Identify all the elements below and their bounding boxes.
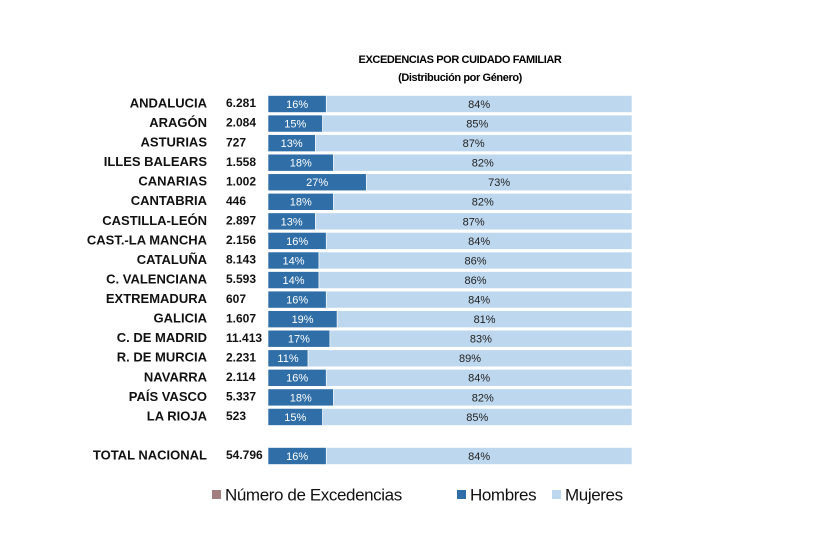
category-label: CAST.-LA MANCHA <box>87 232 208 247</box>
bar-value-label: 11% <box>277 353 298 365</box>
bar-segment <box>325 369 633 387</box>
bar-value-label: 16% <box>286 451 308 463</box>
bar-value-label: 73% <box>488 177 510 189</box>
bar-value-label: 14% <box>282 275 304 287</box>
legend-label: Número de Excedencias <box>225 485 402 504</box>
count-label: 2.231 <box>226 350 256 364</box>
count-label: 446 <box>226 194 246 208</box>
bar-value-label: 86% <box>464 255 486 267</box>
bar-segment <box>325 447 633 465</box>
category-label: ANDALUCIA <box>130 95 208 110</box>
chart-title: EXCEDENCIAS POR CUIDADO FAMILIAR <box>359 54 562 66</box>
bar-segment <box>315 134 633 152</box>
bar-value-label: 27% <box>306 177 328 189</box>
bar-value-label: 15% <box>284 412 306 424</box>
bar-segment <box>333 388 633 407</box>
bar-value-label: 89% <box>459 353 481 365</box>
count-label: 2.084 <box>226 116 256 130</box>
bar-value-label: 17% <box>288 334 310 346</box>
category-label: ARAGÓN <box>149 115 207 130</box>
category-label: NAVARRA <box>144 369 208 384</box>
bar-value-label: 83% <box>470 334 492 346</box>
category-label: CANARIAS <box>138 174 207 189</box>
count-label: 727 <box>226 135 246 149</box>
bar-value-label: 16% <box>286 99 308 111</box>
category-label: CANTABRIA <box>131 193 208 208</box>
category-label: ASTURIAS <box>141 135 208 150</box>
count-label: 1.002 <box>226 174 256 188</box>
chart-subtitle: (Distribución por Género) <box>398 72 523 84</box>
bar-segment <box>325 95 633 113</box>
bar-value-label: 14% <box>282 255 304 267</box>
category-label: CASTILLA-LEÓN <box>102 213 207 228</box>
bar-segment <box>365 173 633 192</box>
bar-segment <box>318 251 633 270</box>
bar-value-label: 84% <box>468 99 490 111</box>
bar-segment <box>325 232 633 250</box>
bar-value-label: 16% <box>286 373 308 385</box>
bar-value-label: 13% <box>281 216 303 228</box>
bar-value-label: 86% <box>464 275 486 287</box>
category-label: C. DE MADRID <box>117 330 207 345</box>
count-label: 523 <box>226 409 246 423</box>
bar-value-label: 16% <box>286 295 308 307</box>
category-label: GALICIA <box>154 311 208 326</box>
category-label: EXTREMADURA <box>106 291 208 306</box>
count-label: 54.796 <box>226 448 263 462</box>
bar-value-label: 84% <box>468 236 490 248</box>
category-label: C. VALENCIANA <box>106 271 207 286</box>
bar-value-label: 84% <box>468 451 490 463</box>
bar-value-label: 18% <box>290 392 312 404</box>
bar-value-label: 18% <box>290 197 312 209</box>
legend-label: Mujeres <box>565 485 623 504</box>
bar-value-label: 16% <box>286 236 308 248</box>
bar-segment <box>322 408 633 426</box>
bar-segment <box>325 290 633 309</box>
bar-segment <box>322 114 633 133</box>
bar-segment <box>333 153 633 172</box>
bar-value-label: 13% <box>281 138 303 150</box>
bar-value-label: 82% <box>472 158 494 170</box>
bar-value-label: 18% <box>290 158 312 170</box>
count-label: 6.281 <box>226 96 256 110</box>
bar-segment <box>318 271 633 289</box>
category-label: CATALUÑA <box>137 252 208 267</box>
count-label: 5.593 <box>226 272 256 286</box>
legend-swatch <box>552 490 561 499</box>
bar-value-label: 82% <box>472 197 494 209</box>
category-label: TOTAL NACIONAL <box>93 447 207 462</box>
bar-value-label: 87% <box>463 138 485 150</box>
count-label: 11.413 <box>226 331 262 345</box>
bar-value-label: 82% <box>472 392 494 404</box>
legend-swatch <box>457 490 466 499</box>
category-label: R. DE MURCIA <box>117 350 208 365</box>
legend-swatch <box>212 490 221 499</box>
count-label: 607 <box>226 292 246 306</box>
bar-segment <box>307 349 633 368</box>
category-label: ILLES BALEARS <box>104 154 208 169</box>
bar-value-label: 15% <box>284 118 306 130</box>
category-label: LA RIOJA <box>147 408 208 423</box>
bar-value-label: 19% <box>292 314 314 326</box>
bar-segment <box>333 193 633 211</box>
count-label: 8.143 <box>226 253 256 267</box>
count-label: 2.114 <box>226 370 256 384</box>
bar-value-label: 87% <box>463 216 485 228</box>
count-label: 2.156 <box>226 233 256 247</box>
count-label: 2.897 <box>226 214 256 228</box>
bar-value-label: 84% <box>468 373 490 385</box>
count-label: 5.337 <box>226 390 256 404</box>
bar-value-label: 85% <box>466 412 488 424</box>
bar-value-label: 85% <box>466 118 488 130</box>
count-label: 1.558 <box>226 155 256 169</box>
legend-label: Hombres <box>470 485 536 504</box>
bar-value-label: 84% <box>468 295 490 307</box>
bar-segment <box>329 329 633 348</box>
bar-value-label: 81% <box>474 314 496 326</box>
category-label: PAÍS VASCO <box>129 389 207 404</box>
bar-segment <box>336 310 633 328</box>
count-label: 1.607 <box>226 311 256 325</box>
bar-segment <box>315 212 633 231</box>
